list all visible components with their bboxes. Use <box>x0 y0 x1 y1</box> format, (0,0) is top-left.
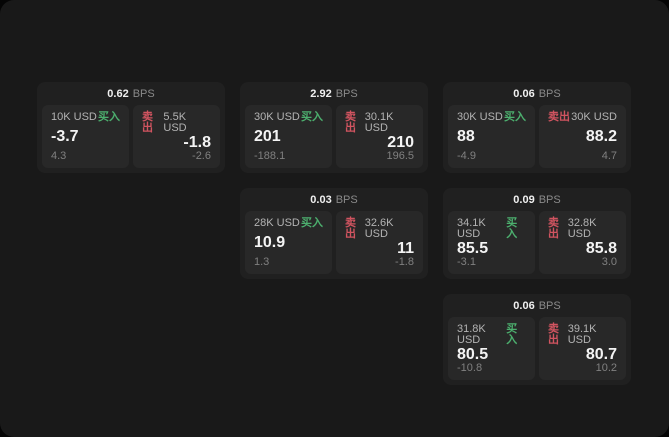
buy-amount: 30K USD <box>457 111 503 123</box>
sell-delta: 10.2 <box>595 362 617 374</box>
sell-panel[interactable]: 卖出 30.1K USD 210 196.5 <box>336 105 423 168</box>
bps-header: 0.06 BPS <box>443 82 631 105</box>
quote-card: 0.06 BPS 31.8K USD 买入 80.5 -10.8 卖出 39.1… <box>443 294 631 385</box>
sell-amount: 39.1K USD <box>567 323 597 346</box>
buy-panel[interactable]: 10K USD 买入 -3.7 4.3 <box>42 105 129 168</box>
buy-label: 买入 <box>98 111 120 123</box>
sell-amount: 30K USD <box>571 111 617 123</box>
sell-panel[interactable]: 卖出 30K USD 88.2 4.7 <box>539 105 626 168</box>
bps-value: 0.09 <box>513 193 535 206</box>
bps-unit-label: BPS <box>538 299 561 312</box>
bps-unit-label: BPS <box>132 87 155 100</box>
quote-card-grid: 0.62 BPS 10K USD 买入 -3.7 4.3 卖出 5.5K USD… <box>37 82 631 385</box>
sell-label: 卖出 <box>548 217 559 240</box>
bps-value: 0.06 <box>513 87 535 100</box>
sell-delta: -2.6 <box>192 150 211 162</box>
buy-delta: 4.3 <box>51 150 67 162</box>
sell-label: 卖出 <box>548 323 559 346</box>
buy-price: 80.5 <box>457 345 489 363</box>
buy-delta: -3.1 <box>457 256 476 268</box>
sell-price: 80.7 <box>585 345 617 363</box>
quote-panels: 28K USD 买入 10.9 1.3 卖出 32.6K USD 11 -1.8 <box>240 211 428 279</box>
buy-amount: 30K USD <box>254 111 300 123</box>
sell-delta: 3.0 <box>601 256 617 268</box>
quote-panels: 34.1K USD 买入 85.5 -3.1 卖出 32.8K USD 85.8… <box>443 211 631 279</box>
bps-unit-label: BPS <box>538 193 561 206</box>
buy-label: 买入 <box>506 217 518 240</box>
buy-price: 201 <box>254 128 281 145</box>
bps-unit-label: BPS <box>538 87 561 100</box>
buy-label: 买入 <box>504 111 526 123</box>
buy-price: -3.7 <box>51 128 79 145</box>
sell-amount: 5.5K USD <box>163 111 187 134</box>
bps-value: 0.06 <box>513 299 535 312</box>
sell-price: -1.8 <box>183 133 211 151</box>
bps-value: 0.03 <box>310 193 332 206</box>
buy-delta: -188.1 <box>254 150 286 162</box>
buy-label: 买入 <box>301 217 323 229</box>
sell-panel[interactable]: 卖出 39.1K USD 80.7 10.2 <box>539 317 626 380</box>
sell-label: 卖出 <box>345 217 356 240</box>
quote-panels: 31.8K USD 买入 80.5 -10.8 卖出 39.1K USD 80.… <box>443 317 631 385</box>
buy-panel[interactable]: 34.1K USD 买入 85.5 -3.1 <box>448 211 535 274</box>
sell-delta: -1.8 <box>395 256 414 268</box>
buy-panel[interactable]: 30K USD 买入 201 -188.1 <box>245 105 332 168</box>
buy-label: 买入 <box>506 323 518 346</box>
buy-price: 88 <box>457 128 475 145</box>
buy-amount: 34.1K USD <box>457 217 486 240</box>
bps-header: 0.09 BPS <box>443 188 631 211</box>
quote-card: 2.92 BPS 30K USD 买入 201 -188.1 卖出 30.1K … <box>240 82 428 173</box>
sell-panel[interactable]: 卖出 32.6K USD 11 -1.8 <box>336 211 423 274</box>
sell-label: 卖出 <box>548 111 570 123</box>
bps-unit-label: BPS <box>335 87 358 100</box>
bps-header: 0.06 BPS <box>443 294 631 317</box>
buy-label: 买入 <box>301 111 323 123</box>
sell-price: 85.8 <box>585 239 617 257</box>
quote-card: 0.03 BPS 28K USD 买入 10.9 1.3 卖出 32.6K US… <box>240 188 428 279</box>
sell-price: 210 <box>387 133 414 151</box>
quote-card: 0.62 BPS 10K USD 买入 -3.7 4.3 卖出 5.5K USD… <box>37 82 225 173</box>
sell-price: 88.2 <box>585 128 617 145</box>
bps-header: 0.62 BPS <box>37 82 225 105</box>
buy-panel[interactable]: 30K USD 买入 88 -4.9 <box>448 105 535 168</box>
buy-amount: 28K USD <box>254 217 300 229</box>
buy-price: 10.9 <box>254 234 286 251</box>
sell-label: 卖出 <box>142 111 153 134</box>
quote-panels: 30K USD 买入 88 -4.9 卖出 30K USD 88.2 4.7 <box>443 105 631 173</box>
buy-delta: 1.3 <box>254 256 270 268</box>
bps-value: 2.92 <box>310 87 332 100</box>
sell-delta: 196.5 <box>386 150 414 162</box>
quote-panels: 10K USD 买入 -3.7 4.3 卖出 5.5K USD -1.8 -2.… <box>37 105 225 173</box>
sell-price: 11 <box>397 239 414 257</box>
bps-header: 2.92 BPS <box>240 82 428 105</box>
quote-panels: 30K USD 买入 201 -188.1 卖出 30.1K USD 210 1… <box>240 105 428 173</box>
buy-delta: -4.9 <box>457 150 476 162</box>
bps-unit-label: BPS <box>335 193 358 206</box>
sell-amount: 30.1K USD <box>364 111 394 134</box>
bps-header: 0.03 BPS <box>240 188 428 211</box>
buy-delta: -10.8 <box>457 362 483 374</box>
sell-label: 卖出 <box>345 111 356 134</box>
quote-card: 0.09 BPS 34.1K USD 买入 85.5 -3.1 卖出 32.8K… <box>443 188 631 279</box>
quote-card: 0.06 BPS 30K USD 买入 88 -4.9 卖出 30K USD 8… <box>443 82 631 173</box>
sell-amount: 32.6K USD <box>364 217 394 240</box>
buy-price: 85.5 <box>457 239 489 257</box>
buy-panel[interactable]: 31.8K USD 买入 80.5 -10.8 <box>448 317 535 380</box>
buy-amount: 31.8K USD <box>457 323 486 346</box>
sell-panel[interactable]: 卖出 32.8K USD 85.8 3.0 <box>539 211 626 274</box>
bps-value: 0.62 <box>107 87 129 100</box>
buy-panel[interactable]: 28K USD 买入 10.9 1.3 <box>245 211 332 274</box>
sell-amount: 32.8K USD <box>567 217 597 240</box>
buy-amount: 10K USD <box>51 111 97 123</box>
sell-delta: 4.7 <box>601 150 617 162</box>
sell-panel[interactable]: 卖出 5.5K USD -1.8 -2.6 <box>133 105 220 168</box>
